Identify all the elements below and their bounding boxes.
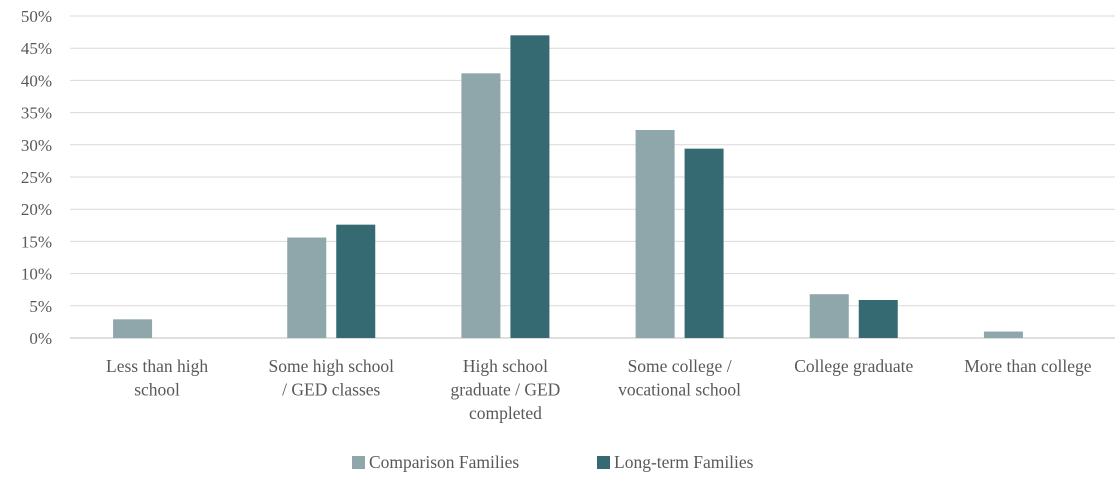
bar-long-term — [510, 35, 550, 338]
y-tick-label: 30% — [21, 136, 52, 155]
bar-comparison — [635, 129, 675, 338]
y-tick-label: 50% — [21, 7, 52, 26]
bar-comparison — [809, 294, 849, 338]
x-axis-category-labels: Less than high school Some high school / GE… — [106, 356, 1092, 423]
y-tick-label: 10% — [21, 265, 52, 284]
bar-comparison — [287, 237, 327, 338]
y-tick-label: 35% — [21, 104, 52, 123]
legend-label: Long-term Families — [614, 452, 754, 472]
x-category-label: More than college — [964, 356, 1092, 376]
bar-long-term — [336, 224, 376, 338]
y-tick-label: 0% — [29, 329, 52, 348]
legend-swatch — [352, 456, 365, 469]
bar-comparison — [113, 319, 153, 338]
x-category-label-line: completed — [469, 403, 542, 423]
legend-swatch — [597, 456, 610, 469]
x-category-label: Some high school / GED classes — [269, 356, 395, 400]
x-category-label: Some college / vocational school — [618, 356, 741, 400]
gridlines — [70, 15, 1115, 339]
bar-long-term — [684, 148, 724, 338]
x-category-label-line: school — [134, 380, 180, 400]
x-category-label-line: Some college / — [628, 356, 732, 376]
bar-comparison — [461, 73, 501, 338]
x-category-label-line: More than college — [964, 356, 1092, 376]
x-category-label-line: graduate / GED — [451, 380, 561, 400]
x-category-label-line: College graduate — [794, 356, 913, 376]
y-axis-tick-labels: 0% 5% 10% 15% 20% 25% 30% 35% 40% 45% 50% — [21, 7, 52, 348]
y-tick-label: 45% — [21, 39, 52, 58]
y-tick-label: 40% — [21, 71, 52, 90]
x-category-label-line: Some high school — [269, 356, 395, 376]
x-category-label-line: / GED classes — [282, 380, 380, 400]
x-category-label-line: High school — [463, 356, 548, 376]
y-tick-label: 5% — [29, 297, 52, 316]
legend: Comparison Families Long-term Families — [352, 452, 754, 472]
bar-long-term — [858, 300, 898, 338]
y-tick-label: 25% — [21, 168, 52, 187]
legend-label: Comparison Families — [369, 452, 519, 472]
x-category-label: Less than high school — [106, 356, 208, 400]
y-tick-label: 15% — [21, 232, 52, 251]
x-category-label-line: vocational school — [618, 380, 741, 400]
bar-comparison — [983, 331, 1023, 338]
x-category-label: High school graduate / GED completed — [451, 356, 561, 423]
y-tick-label: 20% — [21, 200, 52, 219]
bars — [113, 35, 1023, 338]
x-category-label-line: Less than high — [106, 356, 208, 376]
x-category-label: College graduate — [794, 356, 913, 376]
